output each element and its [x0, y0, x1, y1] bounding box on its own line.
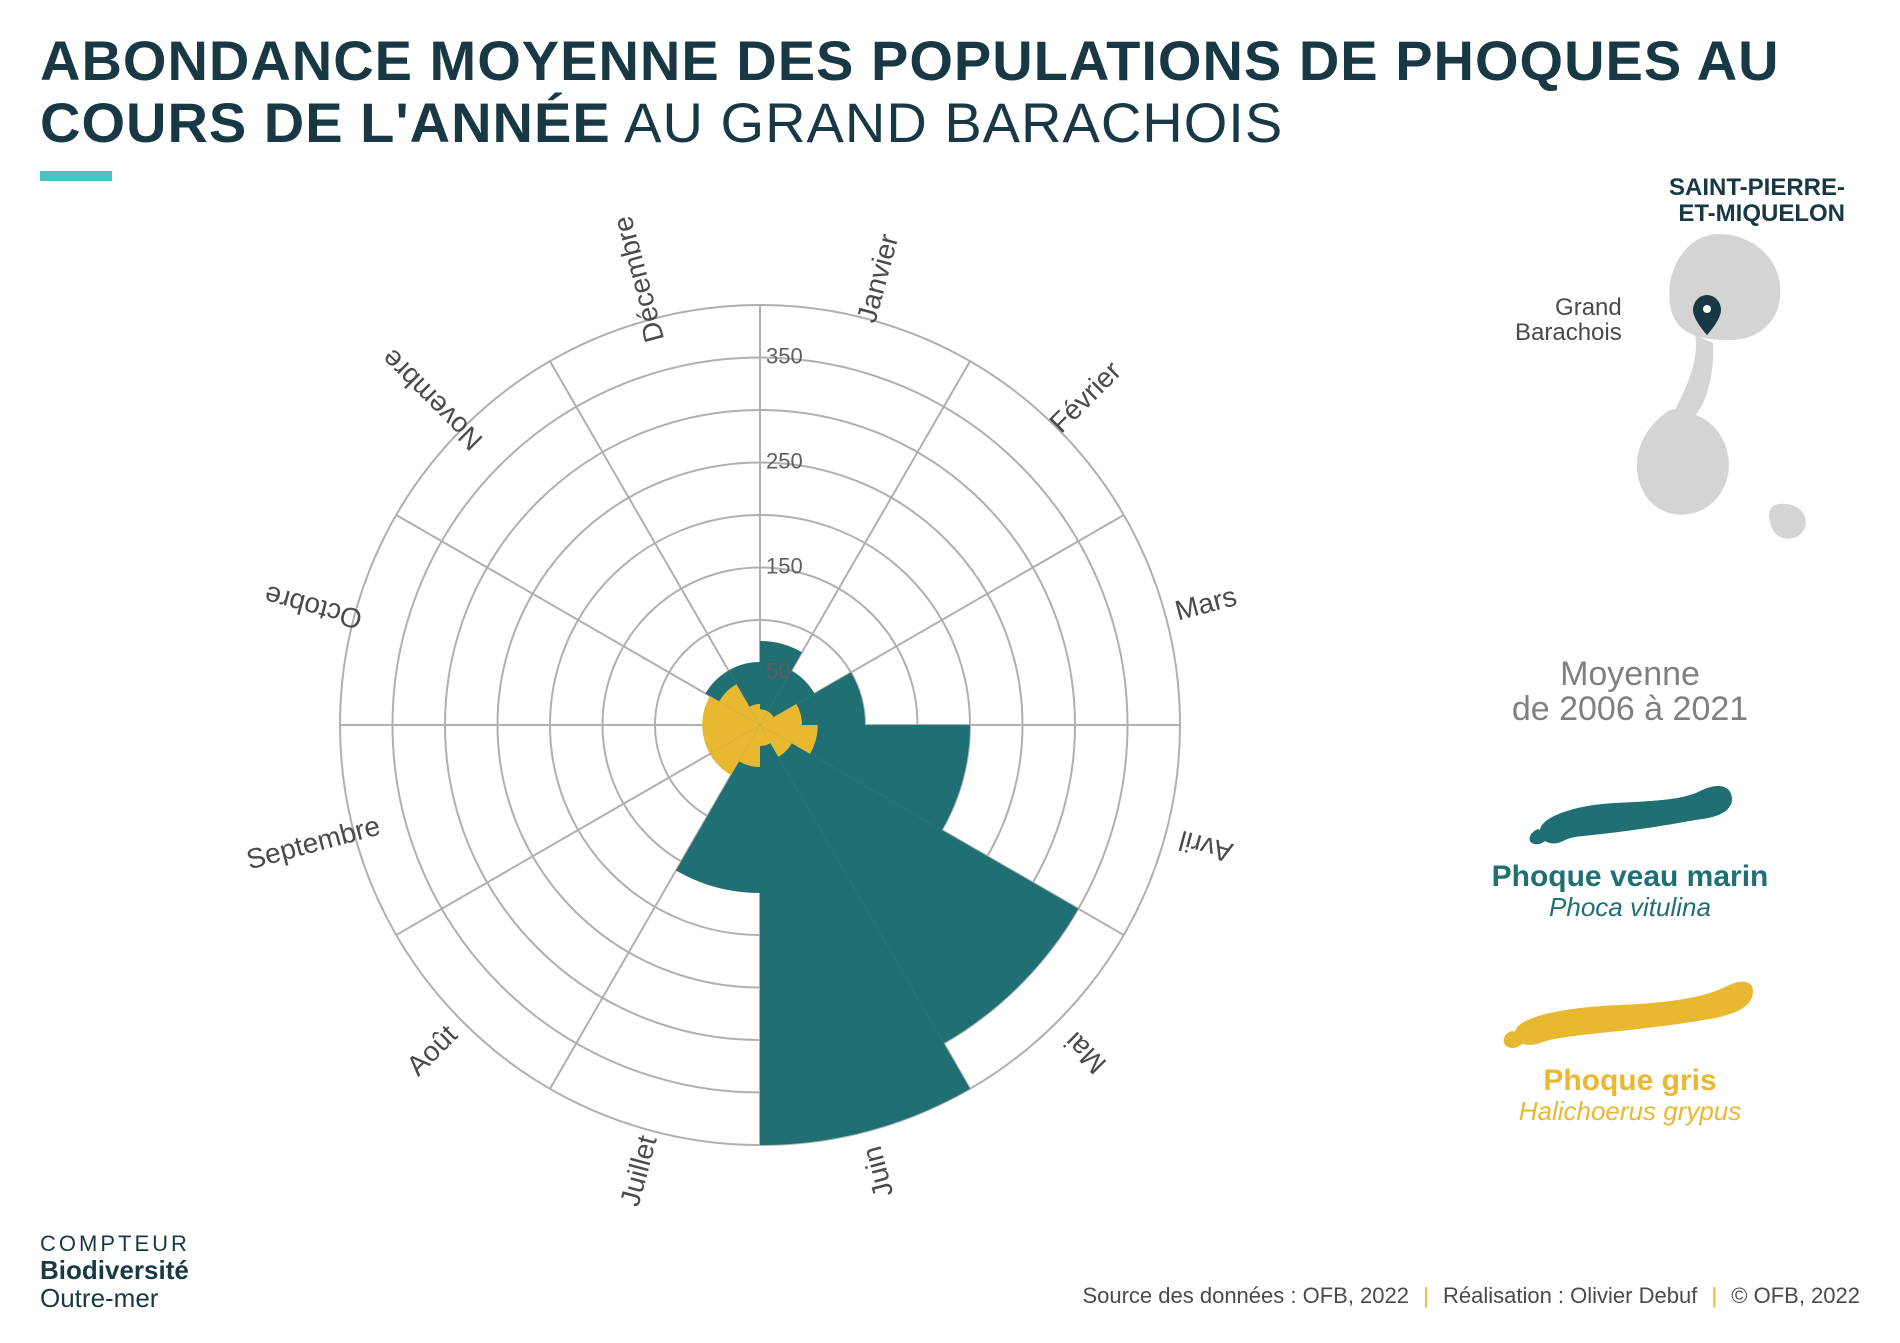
brand-line2: Biodiversité [40, 1256, 190, 1285]
brand-line1: COMPTEUR [40, 1232, 190, 1256]
footer-credits: Source des données : OFB, 2022 | Réalisa… [1082, 1283, 1860, 1309]
svg-text:Octobre: Octobre [261, 580, 365, 636]
svg-text:350: 350 [766, 344, 803, 369]
brand-logo: COMPTEUR Biodiversité Outre-mer [40, 1232, 190, 1313]
legend: Moyenne de 2006 à 2021 Phoque veau marin… [1415, 655, 1845, 1127]
seal-icon [1500, 963, 1760, 1053]
svg-text:Mai: Mai [1058, 1026, 1112, 1080]
map-loc-l1: Grand [1555, 294, 1622, 321]
legend-common-name: Phoque gris [1415, 1064, 1845, 1098]
footer-sep: | [1423, 1283, 1429, 1308]
title-light: AU GRAND BARACHOIS [611, 91, 1283, 154]
footer-realisation: Réalisation : Olivier Debuf [1443, 1283, 1697, 1308]
svg-text:Avril: Avril [1176, 825, 1236, 869]
legend-scientific-name: Phoca vitulina [1415, 892, 1845, 923]
legend-period-line1: Moyenne [1415, 655, 1845, 694]
map-title-l2: ET-MIQUELON [1678, 200, 1845, 227]
brand-line3: Outre-mer [40, 1284, 190, 1313]
svg-text:Janvier: Janvier [851, 231, 904, 326]
svg-text:Février: Février [1043, 355, 1127, 439]
footer-source: Source des données : OFB, 2022 [1082, 1283, 1409, 1308]
map-svg [1475, 175, 1845, 555]
footer-copyright: © OFB, 2022 [1731, 1283, 1860, 1308]
legend-item-gris: Phoque gris Halichoerus grypus [1415, 963, 1845, 1127]
seal-icon [1520, 769, 1740, 849]
svg-text:Août: Août [400, 1019, 463, 1082]
legend-item-veau-marin: Phoque veau marin Phoca vitulina [1415, 769, 1845, 923]
polar-chart-svg: 50 150 250 350 Janvier Février Mars Avril Mai Jui… [230, 195, 1290, 1255]
title-block: ABONDANCE MOYENNE DES POPULATIONS DE PHO… [40, 30, 1860, 181]
svg-text:Mars: Mars [1172, 580, 1240, 626]
svg-text:250: 250 [766, 449, 803, 474]
svg-text:Juin: Juin [856, 1143, 899, 1201]
polar-chart: 50 150 250 350 Janvier Février Mars Avril Mai Jui… [230, 195, 1290, 1255]
svg-text:Novembre: Novembre [375, 343, 488, 456]
svg-text:50: 50 [766, 659, 790, 684]
page-title: ABONDANCE MOYENNE DES POPULATIONS DE PHO… [40, 30, 1860, 153]
locator-map: SAINT-PIERRE- ET-MIQUELON Grand Barachoi… [1475, 175, 1845, 555]
map-location-label: Grand Barachois [1515, 295, 1622, 345]
svg-text:150: 150 [766, 554, 803, 579]
map-title: SAINT-PIERRE- ET-MIQUELON [1669, 175, 1845, 228]
svg-text:Septembre: Septembre [243, 810, 383, 875]
legend-scientific-name: Halichoerus grypus [1415, 1096, 1845, 1127]
legend-period-line2: de 2006 à 2021 [1415, 690, 1845, 729]
svg-text:Décembre: Décembre [607, 213, 670, 346]
footer-sep: | [1711, 1283, 1717, 1308]
map-title-l1: SAINT-PIERRE- [1669, 174, 1845, 201]
accent-bar [40, 171, 112, 181]
svg-text:Juillet: Juillet [614, 1132, 663, 1209]
map-loc-l2: Barachois [1515, 319, 1622, 346]
legend-common-name: Phoque veau marin [1415, 860, 1845, 894]
